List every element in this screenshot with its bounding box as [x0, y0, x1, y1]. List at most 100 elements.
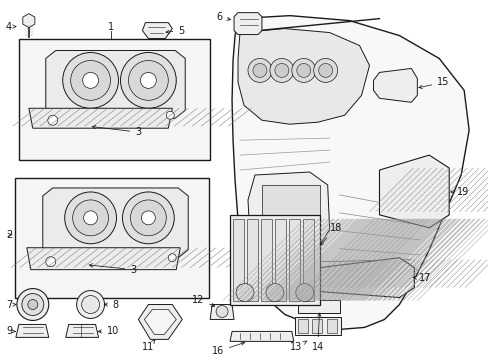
Bar	[262, 185, 319, 220]
Circle shape	[48, 115, 58, 125]
Circle shape	[128, 60, 168, 100]
Text: 11: 11	[142, 339, 155, 352]
Polygon shape	[247, 172, 329, 252]
Circle shape	[313, 58, 337, 82]
Bar	[246, 219, 258, 301]
Polygon shape	[144, 310, 176, 334]
Text: 3: 3	[89, 264, 136, 275]
Circle shape	[77, 291, 104, 319]
Circle shape	[122, 192, 174, 244]
Circle shape	[62, 53, 118, 108]
Circle shape	[83, 211, 98, 225]
Text: 6: 6	[216, 12, 230, 22]
Text: 17: 17	[412, 273, 431, 283]
Text: 7: 7	[6, 300, 16, 310]
Polygon shape	[27, 248, 180, 270]
Bar	[29, 248, 178, 268]
Circle shape	[265, 284, 283, 302]
Polygon shape	[232, 15, 468, 329]
Circle shape	[120, 53, 176, 108]
Text: 10: 10	[98, 327, 119, 336]
Polygon shape	[65, 324, 99, 337]
Bar	[108, 207, 130, 223]
Bar	[246, 219, 258, 301]
Bar	[15, 178, 209, 298]
Bar	[381, 168, 446, 212]
Polygon shape	[379, 155, 448, 228]
Circle shape	[17, 289, 49, 320]
Circle shape	[247, 58, 271, 82]
Bar	[297, 319, 307, 333]
Polygon shape	[142, 23, 172, 39]
Text: 8: 8	[104, 300, 119, 310]
Circle shape	[130, 200, 166, 236]
Text: 15: 15	[418, 77, 448, 89]
Bar	[294, 318, 340, 336]
Text: 13: 13	[289, 341, 306, 352]
Circle shape	[274, 63, 288, 77]
Bar	[274, 219, 285, 301]
Text: 14: 14	[311, 313, 323, 352]
Circle shape	[22, 293, 44, 315]
Circle shape	[82, 72, 99, 88]
Bar	[233, 219, 244, 301]
Bar	[261, 219, 271, 301]
Bar	[108, 68, 130, 86]
Text: 9: 9	[6, 327, 15, 336]
Bar	[229, 215, 319, 305]
Circle shape	[73, 200, 108, 236]
Polygon shape	[234, 13, 262, 35]
Polygon shape	[29, 108, 172, 128]
Text: 4: 4	[6, 22, 16, 32]
Bar	[297, 300, 339, 314]
Bar	[19, 39, 210, 160]
Circle shape	[252, 63, 266, 77]
Circle shape	[318, 63, 332, 77]
Text: 3: 3	[92, 125, 141, 137]
Circle shape	[46, 257, 56, 267]
Polygon shape	[46, 50, 185, 118]
Polygon shape	[210, 305, 234, 319]
Circle shape	[269, 58, 293, 82]
Polygon shape	[229, 332, 293, 341]
Text: 16: 16	[211, 342, 244, 356]
Text: 1: 1	[107, 22, 113, 32]
Text: 19: 19	[450, 187, 468, 197]
Polygon shape	[16, 324, 49, 337]
Polygon shape	[238, 28, 369, 124]
Bar	[261, 219, 271, 301]
Text: 5: 5	[165, 26, 184, 36]
Circle shape	[296, 63, 310, 77]
Circle shape	[236, 284, 253, 302]
Circle shape	[141, 211, 155, 225]
Bar	[302, 219, 313, 301]
Bar	[31, 108, 168, 126]
Polygon shape	[42, 188, 188, 258]
Polygon shape	[138, 305, 182, 339]
Text: 2: 2	[6, 230, 12, 240]
Bar	[321, 260, 410, 288]
Polygon shape	[23, 14, 35, 28]
Bar	[274, 219, 285, 301]
Bar	[288, 219, 299, 301]
Bar	[326, 319, 336, 333]
Circle shape	[295, 284, 313, 302]
Circle shape	[140, 72, 156, 88]
Circle shape	[168, 254, 176, 262]
Text: 18: 18	[320, 223, 341, 245]
Circle shape	[28, 300, 38, 310]
Polygon shape	[319, 258, 413, 298]
Circle shape	[64, 192, 116, 244]
Bar	[233, 219, 244, 301]
Text: 12: 12	[191, 294, 214, 306]
Circle shape	[166, 111, 174, 119]
Circle shape	[291, 58, 315, 82]
Circle shape	[81, 296, 100, 314]
Circle shape	[279, 228, 299, 248]
Circle shape	[216, 306, 227, 318]
Polygon shape	[373, 68, 416, 102]
Circle shape	[71, 60, 110, 100]
Bar	[311, 319, 321, 333]
Bar	[288, 219, 299, 301]
Bar	[302, 219, 313, 301]
